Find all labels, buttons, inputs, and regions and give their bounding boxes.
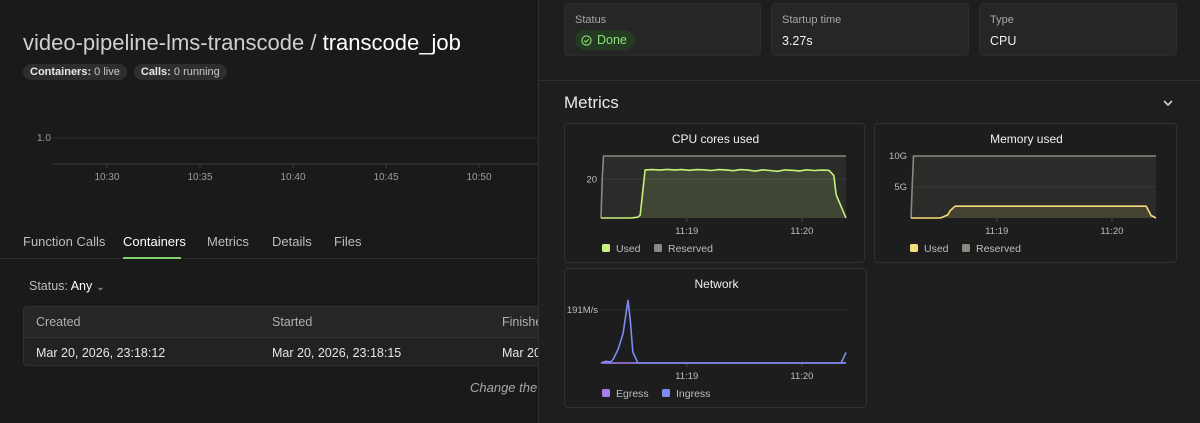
cpu-cores-chart: CPU cores used 20 11:19 11:20 Used Reserved: [586, 132, 847, 255]
x-tick-label: 11:20: [1100, 226, 1123, 237]
timeline-tick-label: 10:45: [373, 172, 398, 183]
legend-swatch-ingress: [662, 389, 670, 397]
legend-label-reserved: Reserved: [668, 243, 713, 255]
legend-label-used: Used: [924, 243, 949, 255]
series-line-reserved: [910, 155, 1156, 219]
tab-function-calls[interactable]: Function Calls: [23, 234, 106, 249]
series-line-used: [911, 205, 1157, 219]
series-line-ingressend: [840, 352, 847, 364]
series-line-ingress: [600, 299, 846, 364]
status-card: Status Done: [564, 3, 761, 56]
startup-time-value: 3.27s: [782, 34, 813, 48]
column-header-started[interactable]: Started: [272, 315, 313, 329]
containers-pill-label: Containers:: [30, 66, 92, 78]
legend-label-ingress: Ingress: [676, 388, 710, 400]
legend-swatch-egress: [602, 389, 610, 397]
timeline-y-label: 1.0: [37, 133, 51, 144]
x-tick-label: 11:20: [790, 371, 813, 382]
type-label: Type: [990, 14, 1014, 26]
series-area-used: [911, 206, 1156, 218]
cell-started: Mar 20, 2026, 23:18:15: [272, 346, 402, 360]
x-tick-label: 11:19: [675, 226, 698, 237]
timeline-tick-label: 10:40: [280, 172, 305, 183]
startup-time-card: Startup time 3.27s: [771, 3, 969, 56]
series-area-reserved: [911, 156, 1156, 218]
calls-pill-label: Calls:: [140, 66, 171, 78]
function-detail-pane: video-pipeline-lms-transcode / transcode…: [0, 0, 538, 423]
chart-title: Memory used: [990, 132, 1063, 146]
legend-swatch-used: [910, 244, 918, 252]
status-value: Done: [597, 33, 627, 47]
y-tick-label: 20: [586, 174, 597, 185]
series-line-reserved: [600, 155, 846, 219]
legend-swatch-reserved: [654, 244, 662, 252]
section-divider: [539, 80, 1200, 81]
legend-label-egress: Egress: [616, 388, 649, 400]
tab-details[interactable]: Details: [272, 234, 312, 249]
status-label: Status: [575, 14, 607, 26]
network-chart-card: Network 191M/s 11:19 11:20 Egress Ingress: [564, 268, 867, 408]
chevron-down-icon[interactable]: [1161, 96, 1175, 110]
timeline-tick-label: 10:30: [94, 172, 119, 183]
empty-filter-hint: Change the filters to see more container…: [470, 380, 538, 395]
metrics-section-title: Metrics: [564, 93, 619, 112]
tab-bar: Function Calls Containers Metrics Detail…: [0, 228, 538, 259]
chevron-down-icon: ⌄: [96, 282, 105, 293]
cpu-chart-card: CPU cores used 20 11:19 11:20 Used Reserved: [564, 123, 865, 263]
table-row[interactable]: Mar 20, 2026, 23:18:12 Mar 20, 2026, 23:…: [24, 337, 538, 365]
calls-pill: Calls: 0 running: [133, 64, 227, 80]
title-separator: /: [304, 30, 323, 55]
containers-table: Created Started Finished Mar 20, 2026, 2…: [23, 306, 538, 366]
y-tick-label: 191M/s: [567, 305, 598, 316]
active-tab-indicator: [123, 257, 181, 259]
tab-files[interactable]: Files: [334, 234, 362, 249]
memory-used-chart: Memory used 10G 5G 11:19 11:20 Used Reserved: [889, 132, 1157, 255]
table-header: Created Started Finished: [24, 307, 538, 337]
x-tick-label: 11:20: [790, 226, 813, 237]
status-filter-dropdown[interactable]: Status: Any ⌄: [29, 279, 105, 293]
cell-finished: Mar 20, 2026, 23:20:43: [502, 346, 538, 360]
container-detail-panel: Status Done Startup time 3.27s Type CPU …: [538, 0, 1200, 423]
network-chart: Network 191M/s 11:19 11:20 Egress Ingress: [567, 277, 847, 400]
series-line-used: [601, 168, 847, 219]
containers-timeline-chart: 1.0 10:30 10:35 10:40 10:45 10:50: [37, 133, 538, 183]
tab-containers[interactable]: Containers: [123, 234, 186, 249]
type-card: Type CPU: [979, 3, 1177, 56]
status-badge: Done: [575, 30, 635, 50]
column-header-created[interactable]: Created: [36, 315, 81, 329]
status-filter-label: Status:: [29, 279, 71, 293]
legend-label-reserved: Reserved: [976, 243, 1021, 255]
type-value: CPU: [990, 34, 1017, 48]
column-header-finished[interactable]: Finished: [502, 315, 538, 329]
calls-pill-value: 0 running: [170, 66, 220, 78]
timeline-tick-label: 10:35: [187, 172, 212, 183]
y-tick-label: 5G: [894, 182, 907, 193]
legend-label-used: Used: [616, 243, 641, 255]
legend-swatch-used: [602, 244, 610, 252]
chart-title: CPU cores used: [672, 132, 759, 146]
status-pills: Containers: 0 live Calls: 0 running: [23, 64, 227, 80]
timeline-tick-label: 10:50: [466, 172, 491, 183]
chart-title: Network: [694, 277, 739, 291]
x-tick-label: 11:19: [675, 371, 698, 382]
legend-swatch-reserved: [962, 244, 970, 252]
containers-pill: Containers: 0 live: [23, 64, 127, 80]
containers-pill-value: 0 live: [91, 66, 120, 78]
y-tick-label: 10G: [889, 151, 907, 162]
memory-chart-card: Memory used 10G 5G 11:19 11:20 Used Reserved: [874, 123, 1177, 263]
check-circle-icon: [581, 34, 592, 46]
series-area-used: [601, 169, 846, 218]
startup-time-label: Startup time: [782, 14, 842, 26]
x-tick-label: 11:19: [985, 226, 1008, 237]
status-filter-value: Any: [70, 279, 93, 293]
cell-created: Mar 20, 2026, 23:18:12: [36, 346, 166, 360]
app-name[interactable]: video-pipeline-lms-transcode: [23, 30, 305, 55]
series-area-reserved: [601, 156, 846, 218]
tab-metrics[interactable]: Metrics: [207, 234, 249, 249]
job-name: transcode_job: [322, 30, 461, 55]
page-title: video-pipeline-lms-transcode / transcode…: [23, 30, 461, 56]
